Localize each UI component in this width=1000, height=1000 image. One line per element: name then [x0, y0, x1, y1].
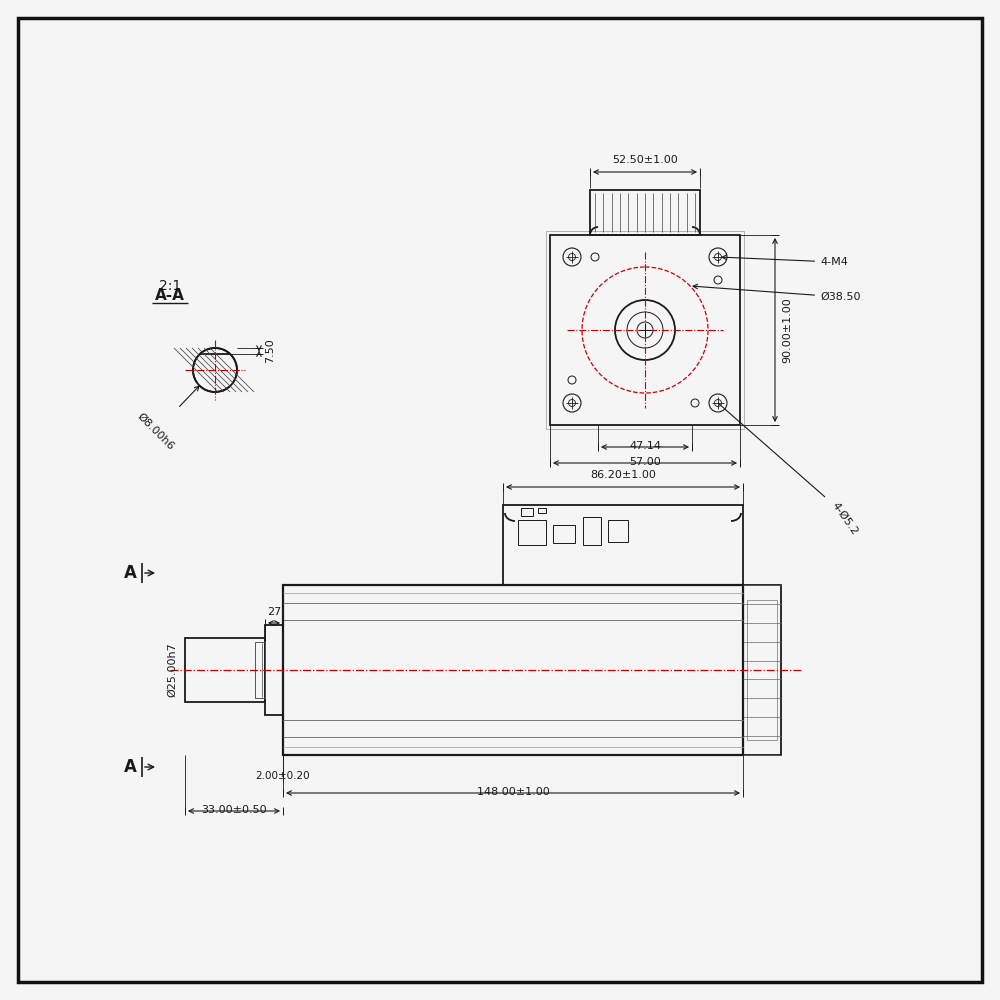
- Bar: [518, 520, 546, 545]
- Text: Ø25.00h7: Ø25.00h7: [167, 643, 177, 697]
- Bar: [503, 505, 743, 585]
- Bar: [546, 231, 744, 429]
- Bar: [521, 508, 533, 516]
- Bar: [255, 642, 265, 698]
- Text: Ø8.00h6: Ø8.00h6: [135, 386, 199, 452]
- Text: 90.00±1.00: 90.00±1.00: [782, 297, 792, 363]
- Text: 52.50±1.00: 52.50±1.00: [612, 155, 678, 165]
- Text: Ø38.50: Ø38.50: [693, 284, 860, 302]
- Text: 7.50: 7.50: [265, 339, 275, 363]
- Text: 148 00±1.00: 148 00±1.00: [477, 787, 549, 797]
- Bar: [265, 625, 283, 715]
- Text: 2:1: 2:1: [159, 279, 181, 293]
- Text: A: A: [124, 564, 136, 582]
- Bar: [608, 520, 628, 542]
- Text: 33.00±0.50: 33.00±0.50: [201, 805, 267, 815]
- Bar: [283, 585, 743, 755]
- Text: 4-M4: 4-M4: [722, 255, 848, 267]
- Bar: [747, 600, 777, 740]
- Bar: [743, 585, 781, 755]
- Text: 4-Ø5.2: 4-Ø5.2: [830, 500, 860, 537]
- Text: 57.00: 57.00: [629, 457, 661, 467]
- Text: 2.00±0.20: 2.00±0.20: [256, 771, 310, 781]
- Bar: [590, 190, 700, 235]
- Bar: [583, 517, 601, 545]
- Text: 47.14: 47.14: [629, 441, 661, 451]
- Text: 86.20±1.00: 86.20±1.00: [590, 470, 656, 480]
- Bar: [553, 525, 575, 543]
- Text: A: A: [124, 758, 136, 776]
- Bar: [538, 508, 546, 513]
- Bar: [185, 638, 265, 702]
- Text: 27: 27: [267, 607, 281, 617]
- Text: A-A: A-A: [155, 288, 185, 302]
- Bar: [550, 235, 740, 425]
